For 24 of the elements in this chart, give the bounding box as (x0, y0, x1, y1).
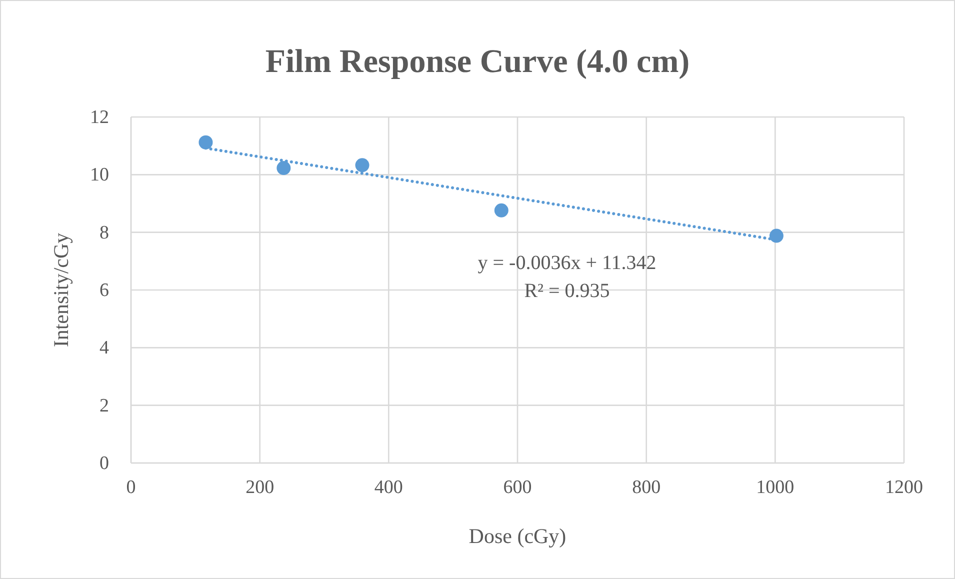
x-tick-label: 1200 (885, 477, 923, 498)
y-tick-label: 10 (90, 164, 109, 186)
point (494, 203, 508, 218)
chart-title: Film Response Curve (4.0 cm) (265, 44, 690, 80)
x-axis-title: Dose (cGy) (468, 524, 566, 548)
x-tick-label: 600 (503, 477, 532, 498)
point (769, 228, 784, 243)
y-tick-label: 4 (100, 338, 110, 359)
x-tick-label: 1000 (756, 477, 794, 498)
point (198, 135, 213, 150)
y-tick-label: 2 (100, 395, 109, 416)
annotation: y = -0.0036x + 11.342 (478, 252, 656, 274)
y-tick-label: 6 (100, 280, 109, 301)
x-tick-label: 200 (246, 477, 274, 498)
y-tick-label: 12 (90, 107, 109, 128)
x-tick-label: 0 (126, 477, 136, 498)
y-tick-label: 0 (100, 453, 109, 474)
annotation: R² = 0.935 (524, 280, 610, 302)
x-tick-label: 800 (632, 477, 661, 498)
x-tick-label: 400 (374, 477, 403, 498)
y-tick-label: 8 (100, 222, 109, 244)
point (276, 161, 291, 176)
y-axis-title: Intensity/cGy (49, 232, 73, 348)
point (355, 158, 370, 172)
